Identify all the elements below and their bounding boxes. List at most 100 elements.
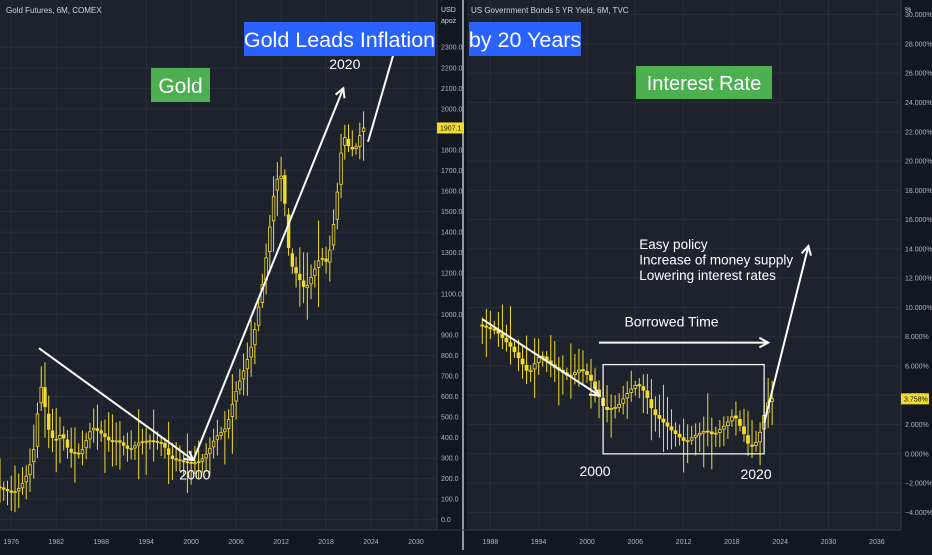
gold-last-price-text: 1907.1 bbox=[440, 125, 462, 132]
borrowed-time-box bbox=[602, 363, 765, 455]
gold-candle-body-16 bbox=[58, 435, 62, 440]
gold-candle-body-0 bbox=[0, 486, 2, 489]
yield-y-tick-14: 24.000% bbox=[905, 100, 932, 107]
gold-candle-body-49 bbox=[181, 460, 186, 463]
gold-downtrend-arrowhead bbox=[183, 450, 196, 462]
yield-candle-body-45 bbox=[661, 418, 666, 423]
yield-candle-body-44 bbox=[657, 415, 662, 419]
yield-x-tick-4: 2012 bbox=[676, 539, 692, 546]
gold-x-tick-1: 1982 bbox=[48, 539, 64, 546]
yield-candle-body-33 bbox=[613, 407, 618, 409]
yield-candle-body-61 bbox=[725, 421, 730, 427]
yield-downtrend-arrowhead bbox=[589, 386, 601, 397]
gold-candle-body-63 bbox=[234, 390, 238, 402]
yield-candle-body-63 bbox=[734, 415, 738, 419]
gold-candle-body-4 bbox=[13, 491, 17, 493]
gold-candle-body-93 bbox=[346, 138, 351, 147]
yield-last-price-text: 3.758% bbox=[904, 396, 928, 403]
gold-x-tick-0: 1976 bbox=[3, 539, 19, 546]
yield-y-tick-7: 10.000% bbox=[905, 305, 932, 312]
gold-candle-body-53 bbox=[196, 461, 201, 464]
yield-candle-body-37 bbox=[629, 388, 634, 393]
yield-source-label: US Government Bonds 5 YR Yield, 6M, TVC bbox=[471, 6, 629, 15]
gold-candle-body-82 bbox=[305, 285, 310, 289]
gold-x-tick-4: 2000 bbox=[183, 539, 199, 546]
gold-candle-body-57 bbox=[211, 440, 216, 448]
gold-candle-body-6 bbox=[20, 482, 25, 489]
gold-y-tick-1: 100.0 bbox=[441, 497, 459, 504]
gold-candle-body-34 bbox=[125, 445, 130, 449]
gold-x-tick-2: 1988 bbox=[93, 539, 109, 546]
gold-candle-body-50 bbox=[185, 461, 190, 464]
gold-y-tick-12: 1200.0 bbox=[441, 271, 463, 278]
gold-candle-body-92 bbox=[343, 137, 347, 146]
gold-candle-body-5 bbox=[17, 488, 21, 492]
gold-y-tick-10: 1000.0 bbox=[441, 312, 463, 319]
gold-candle-body-23 bbox=[84, 440, 88, 449]
gold-candle-body-94 bbox=[350, 147, 354, 150]
yield-candle-body-14 bbox=[536, 357, 541, 363]
yield-candle-body-25 bbox=[581, 369, 585, 372]
yield-y-tick-2: 0.000% bbox=[905, 451, 929, 458]
gold-candle-body-14 bbox=[50, 430, 55, 438]
gold-y-tick-5: 500.0 bbox=[441, 415, 459, 422]
gold-candle-body-17 bbox=[62, 434, 66, 439]
gold-x-tick-9: 2030 bbox=[408, 539, 424, 546]
gold-last-price-background bbox=[437, 122, 464, 134]
yield-candle-body-40 bbox=[641, 386, 646, 391]
yield-y-tick-8: 12.000% bbox=[905, 276, 932, 283]
gold-candle-body-46 bbox=[170, 455, 175, 460]
gold-candle-body-87 bbox=[324, 258, 328, 262]
gold-y-tick-22: 2200.0 bbox=[441, 65, 463, 72]
gold-candle-body-15 bbox=[54, 438, 58, 441]
gold-y-tick-16: 1600.0 bbox=[441, 189, 463, 196]
yield-candle-body-66 bbox=[746, 435, 750, 444]
interest-rate-label-text: Interest Rate bbox=[647, 73, 762, 95]
gold-y-tick-18: 1800.0 bbox=[441, 147, 463, 154]
gold-candle-body-52 bbox=[193, 462, 197, 465]
gold-candle-body-61 bbox=[226, 419, 231, 429]
gold-candle-body-40 bbox=[148, 440, 152, 443]
gold-candle-body-95 bbox=[354, 146, 358, 149]
yield-x-tick-1: 1994 bbox=[531, 539, 547, 546]
gold-candle-body-3 bbox=[9, 490, 13, 493]
gold-candle-body-72 bbox=[268, 226, 272, 253]
yield-candle-body-7 bbox=[508, 342, 513, 347]
yield-candle-body-26 bbox=[585, 371, 589, 375]
gold-time-axis: 1976 1982 1988 1994 2000 2006 2012 2018 2024 2030 bbox=[3, 539, 423, 546]
gold-candle-body-8 bbox=[28, 464, 32, 476]
yield-candle-body-51 bbox=[685, 440, 690, 443]
yield-candle-body-27 bbox=[589, 374, 593, 381]
gold-x-tick-8: 2024 bbox=[363, 539, 379, 546]
yield-x-tick-5: 2018 bbox=[724, 539, 740, 546]
gold-last-price-tag: 1907.1 bbox=[437, 122, 464, 134]
yield-y-tick-11: 18.000% bbox=[905, 188, 932, 195]
gold-candle-body-29 bbox=[106, 436, 111, 441]
yield-candle-body-60 bbox=[721, 425, 726, 430]
gold-y-tick-3: 300.0 bbox=[441, 456, 459, 463]
yield-y-tick-10: 16.000% bbox=[905, 217, 932, 224]
gold-x-tick-5: 2006 bbox=[228, 539, 244, 546]
yield-candle-body-5 bbox=[500, 333, 505, 338]
gold-candle-body-7 bbox=[24, 475, 28, 483]
gold-y-tick-8: 800.0 bbox=[441, 353, 459, 360]
gold-candle-body-2 bbox=[5, 489, 10, 492]
yield-year-2020-label: 2020 bbox=[740, 466, 771, 482]
gold-candle-body-68 bbox=[253, 329, 257, 346]
gold-y-tick-20: 2000.0 bbox=[441, 106, 463, 113]
gold-x-tick-3: 1994 bbox=[138, 539, 154, 546]
easy-policy-line-3: Lowering interest rates bbox=[639, 268, 776, 283]
yield-downtrend-arrow bbox=[481, 318, 600, 397]
yield-candle-body-8 bbox=[512, 346, 517, 352]
gold-y-tick-9: 900.0 bbox=[441, 332, 459, 339]
gold-uptrend-arrowhead bbox=[334, 86, 346, 99]
yield-time-axis: 1988 1994 2000 2006 2012 2018 2024 2030 2036 bbox=[483, 539, 885, 546]
gold-candle-body-76 bbox=[283, 175, 287, 204]
gold-candle-body-55 bbox=[204, 453, 208, 459]
yield-candle-body-68 bbox=[754, 442, 758, 446]
gold-panel-label: Gold bbox=[151, 68, 210, 102]
yield-projection-arrow bbox=[763, 245, 810, 424]
gold-candle-body-62 bbox=[230, 403, 235, 417]
gold-candle-body-11 bbox=[39, 386, 43, 404]
